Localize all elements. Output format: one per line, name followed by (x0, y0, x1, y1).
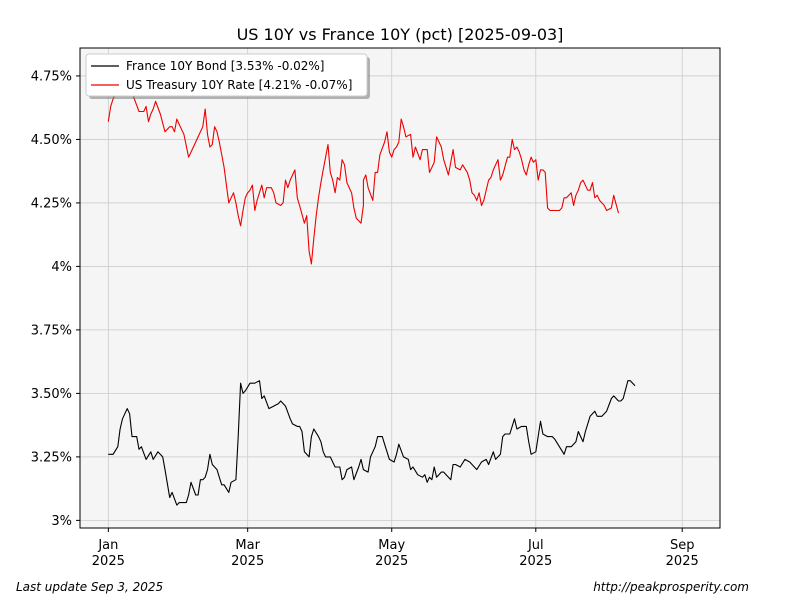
y-tick-label: 4.75% (31, 69, 72, 84)
y-tick-label: 3.50% (31, 387, 72, 402)
x-tick-label-month: Mar (235, 538, 260, 553)
x-tick-label-year: 2025 (92, 554, 125, 569)
y-tick-label: 4.25% (31, 196, 72, 211)
y-tick-label: 3.75% (31, 323, 72, 338)
legend-label-us: US Treasury 10Y Rate [4.21% -0.07%] (126, 78, 352, 92)
x-tick-label-year: 2025 (519, 554, 552, 569)
series-layer (107, 85, 636, 506)
grid (80, 48, 720, 528)
x-tick-label-month: Sep (670, 538, 695, 553)
y-tick-label: 4.50% (31, 133, 72, 148)
x-tick-label-year: 2025 (231, 554, 264, 569)
legend: France 10Y Bond [3.53% -0.02%] US Treasu… (85, 53, 370, 99)
x-tick-label-month: Jul (527, 538, 544, 553)
legend-label-france: France 10Y Bond [3.53% -0.02%] (126, 59, 325, 73)
y-tick-label: 3.25% (31, 450, 72, 465)
series-line-0 (108, 380, 636, 506)
chart-title: US 10Y vs France 10Y (pct) [2025-09-03] (237, 25, 564, 44)
y-tick-label: 3% (51, 514, 72, 529)
x-tick-label-month: May (378, 538, 405, 553)
y-tick-label: 4% (51, 260, 72, 275)
footer-source: http://peakprosperity.com (593, 580, 749, 594)
plot-area (80, 48, 720, 528)
x-tick-label-year: 2025 (375, 554, 408, 569)
x-tick-label-month: Jan (97, 538, 118, 553)
series-line-1 (107, 85, 620, 265)
x-tick-label-year: 2025 (666, 554, 699, 569)
footer-last-update: Last update Sep 3, 2025 (16, 580, 163, 594)
axis-ticks: 3%3.25%3.50%3.75%4%4.25%4.50%4.75%Jan202… (31, 69, 699, 569)
plot-frame (79, 47, 721, 529)
